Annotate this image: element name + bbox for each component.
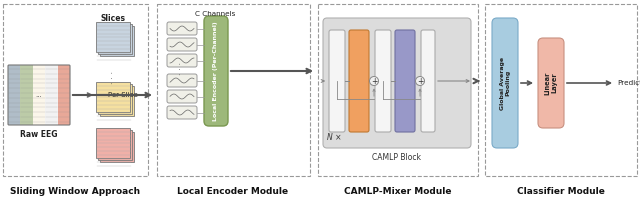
Text: · · ·: · · · [109,70,118,84]
Text: CAMLP-Mixer Module: CAMLP-Mixer Module [344,187,452,196]
Text: Local Encoder Module: Local Encoder Module [177,187,289,196]
FancyBboxPatch shape [329,30,345,132]
Text: Local Encoder (Per-Channel): Local Encoder (Per-Channel) [214,21,218,121]
FancyBboxPatch shape [167,106,197,119]
Bar [45,65,58,125]
Bar [3,4,148,176]
FancyBboxPatch shape [167,74,197,87]
FancyBboxPatch shape [167,90,197,103]
Text: C Channels: C Channels [195,11,236,17]
Text: N ×: N × [327,133,342,142]
Bar [96,82,130,112]
Text: Slices: Slices [100,14,125,23]
Bar [98,84,132,114]
Bar [100,86,134,116]
FancyBboxPatch shape [492,18,518,148]
Text: Prediction: Prediction [617,80,640,86]
FancyBboxPatch shape [395,30,415,132]
FancyBboxPatch shape [375,30,391,132]
Text: Classifier Module: Classifier Module [517,187,605,196]
FancyBboxPatch shape [349,30,369,132]
Circle shape [369,76,378,85]
Bar [98,24,132,54]
Text: · · ·: · · · [177,61,186,75]
FancyBboxPatch shape [204,16,228,126]
Bar [33,65,45,125]
FancyBboxPatch shape [167,38,197,51]
FancyBboxPatch shape [167,22,197,35]
Text: Per Slice: Per Slice [108,92,138,98]
Bar [58,65,70,125]
Bar [96,22,130,52]
FancyBboxPatch shape [167,54,197,67]
FancyBboxPatch shape [323,18,471,148]
Bar [100,132,134,162]
Text: Linear
Layer: Linear Layer [545,71,557,95]
Bar [8,65,20,125]
Text: ...: ... [36,92,42,98]
Bar [318,4,478,176]
Bar [33,65,45,125]
Text: Sliding Window Approach: Sliding Window Approach [10,187,140,196]
Text: +: + [371,77,377,86]
Bar [20,65,33,125]
Text: Global Average
Pooling: Global Average Pooling [500,57,511,110]
FancyBboxPatch shape [538,38,564,128]
Bar [96,128,130,158]
Bar [100,26,134,56]
Bar [98,130,132,160]
Circle shape [415,76,424,85]
Text: Raw EEG: Raw EEG [20,130,58,139]
Text: +: + [417,77,423,86]
Bar [157,4,310,176]
Text: CAMLP Block: CAMLP Block [372,153,422,162]
Bar [485,4,637,176]
FancyBboxPatch shape [421,30,435,132]
